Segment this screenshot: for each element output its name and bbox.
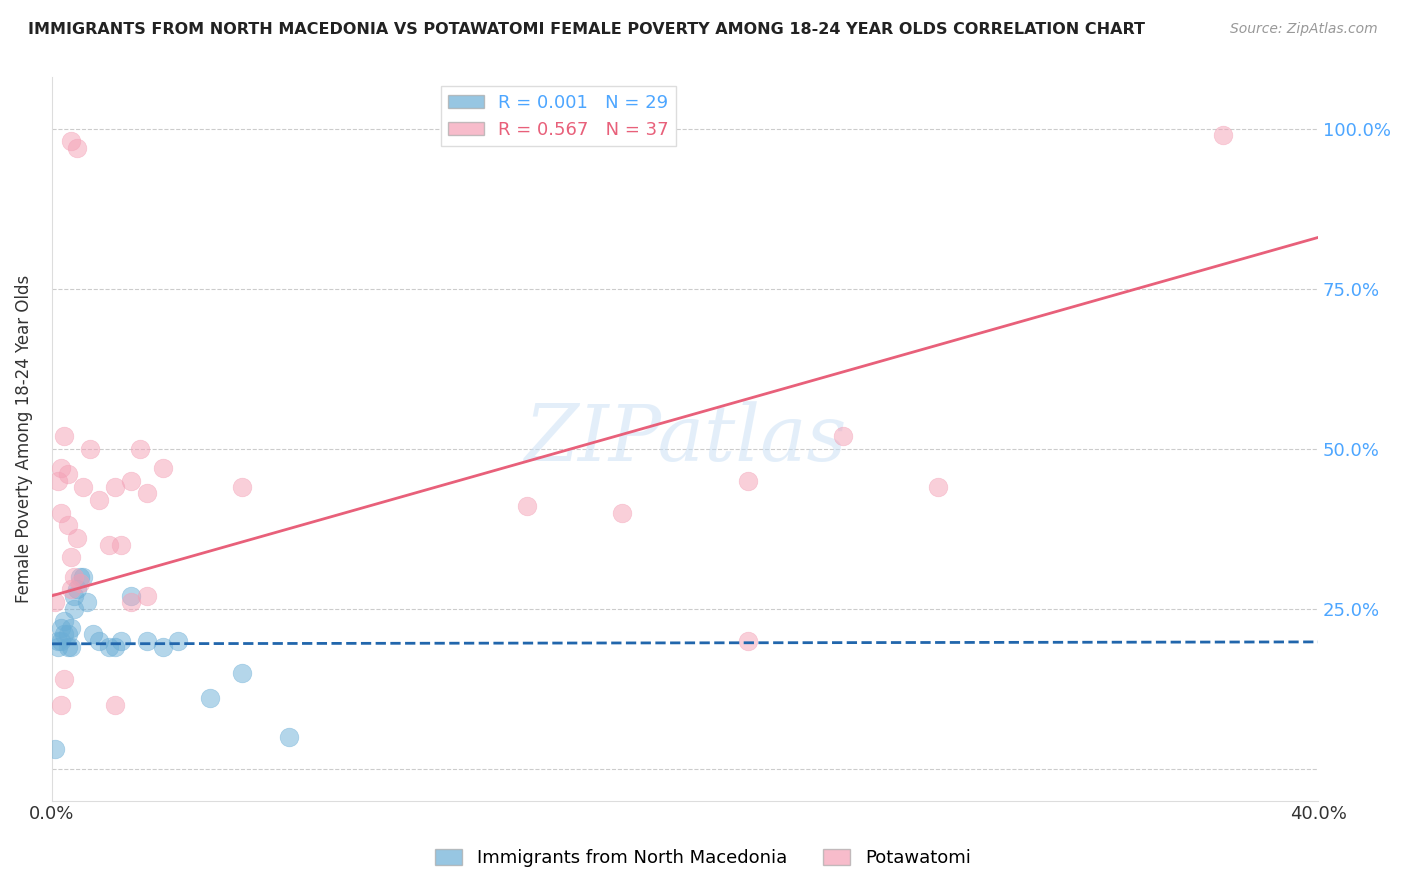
Point bbox=[76, 595, 98, 609]
Point bbox=[167, 633, 190, 648]
Point bbox=[152, 640, 174, 654]
Point bbox=[82, 627, 104, 641]
Point bbox=[832, 429, 855, 443]
Point bbox=[69, 569, 91, 583]
Point bbox=[737, 633, 759, 648]
Point bbox=[53, 672, 76, 686]
Point bbox=[51, 460, 73, 475]
Point bbox=[59, 135, 82, 149]
Point bbox=[89, 633, 111, 648]
Point bbox=[72, 480, 94, 494]
Point bbox=[46, 633, 69, 648]
Point bbox=[46, 474, 69, 488]
Point bbox=[1212, 128, 1234, 142]
Point bbox=[72, 569, 94, 583]
Point bbox=[152, 460, 174, 475]
Point bbox=[44, 742, 66, 756]
Text: ZIPatlas: ZIPatlas bbox=[524, 401, 846, 477]
Point bbox=[516, 500, 538, 514]
Point bbox=[737, 474, 759, 488]
Point bbox=[104, 698, 127, 712]
Point bbox=[63, 601, 86, 615]
Legend: R = 0.001   N = 29, R = 0.567   N = 37: R = 0.001 N = 29, R = 0.567 N = 37 bbox=[440, 87, 676, 146]
Point bbox=[927, 480, 949, 494]
Point bbox=[110, 633, 132, 648]
Point bbox=[66, 141, 89, 155]
Point bbox=[53, 615, 76, 629]
Point bbox=[120, 589, 142, 603]
Point bbox=[135, 486, 157, 500]
Point bbox=[66, 531, 89, 545]
Point bbox=[97, 640, 120, 654]
Point bbox=[56, 467, 79, 482]
Point bbox=[59, 640, 82, 654]
Point bbox=[51, 621, 73, 635]
Point bbox=[53, 429, 76, 443]
Point bbox=[198, 691, 221, 706]
Point bbox=[104, 640, 127, 654]
Point bbox=[120, 474, 142, 488]
Point bbox=[89, 492, 111, 507]
Point bbox=[110, 538, 132, 552]
Point bbox=[278, 730, 301, 744]
Point bbox=[44, 595, 66, 609]
Point bbox=[610, 506, 633, 520]
Point bbox=[66, 582, 89, 597]
Point bbox=[135, 589, 157, 603]
Point bbox=[51, 698, 73, 712]
Y-axis label: Female Poverty Among 18-24 Year Olds: Female Poverty Among 18-24 Year Olds bbox=[15, 275, 32, 603]
Point bbox=[129, 442, 152, 456]
Point bbox=[120, 595, 142, 609]
Point bbox=[59, 582, 82, 597]
Point bbox=[53, 627, 76, 641]
Point bbox=[231, 665, 253, 680]
Point bbox=[135, 633, 157, 648]
Point bbox=[69, 576, 91, 591]
Point bbox=[97, 538, 120, 552]
Text: Source: ZipAtlas.com: Source: ZipAtlas.com bbox=[1230, 22, 1378, 37]
Point bbox=[56, 640, 79, 654]
Point bbox=[59, 621, 82, 635]
Point bbox=[56, 627, 79, 641]
Point bbox=[51, 506, 73, 520]
Point bbox=[79, 442, 101, 456]
Point bbox=[51, 633, 73, 648]
Point bbox=[104, 480, 127, 494]
Legend: Immigrants from North Macedonia, Potawatomi: Immigrants from North Macedonia, Potawat… bbox=[429, 841, 977, 874]
Point bbox=[63, 589, 86, 603]
Point bbox=[46, 640, 69, 654]
Text: IMMIGRANTS FROM NORTH MACEDONIA VS POTAWATOMI FEMALE POVERTY AMONG 18-24 YEAR OL: IMMIGRANTS FROM NORTH MACEDONIA VS POTAW… bbox=[28, 22, 1144, 37]
Point bbox=[56, 518, 79, 533]
Point bbox=[231, 480, 253, 494]
Point bbox=[63, 569, 86, 583]
Point bbox=[59, 550, 82, 565]
